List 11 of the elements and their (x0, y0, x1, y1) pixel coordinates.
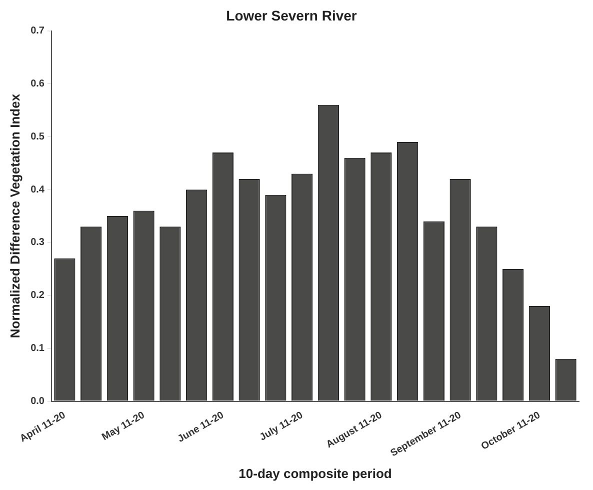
y-tick-label: 0.4 (30, 184, 45, 196)
y-tick-label: 0.1 (30, 343, 45, 354)
y-tick-label: 0.3 (30, 237, 45, 248)
y-tick-label: 0.6 (30, 78, 45, 90)
x-axis-title: 10-day composite period (238, 466, 392, 481)
y-tick-label: 0.2 (30, 290, 45, 302)
y-tick-label: 0.0 (30, 396, 45, 408)
y-tick-label: 0.7 (30, 26, 45, 37)
y-tick-label: 0.5 (30, 131, 45, 142)
chart-title: Lower Severn River (226, 7, 358, 24)
y-axis-title: Normalized Difference Vegetation Index (7, 93, 22, 338)
